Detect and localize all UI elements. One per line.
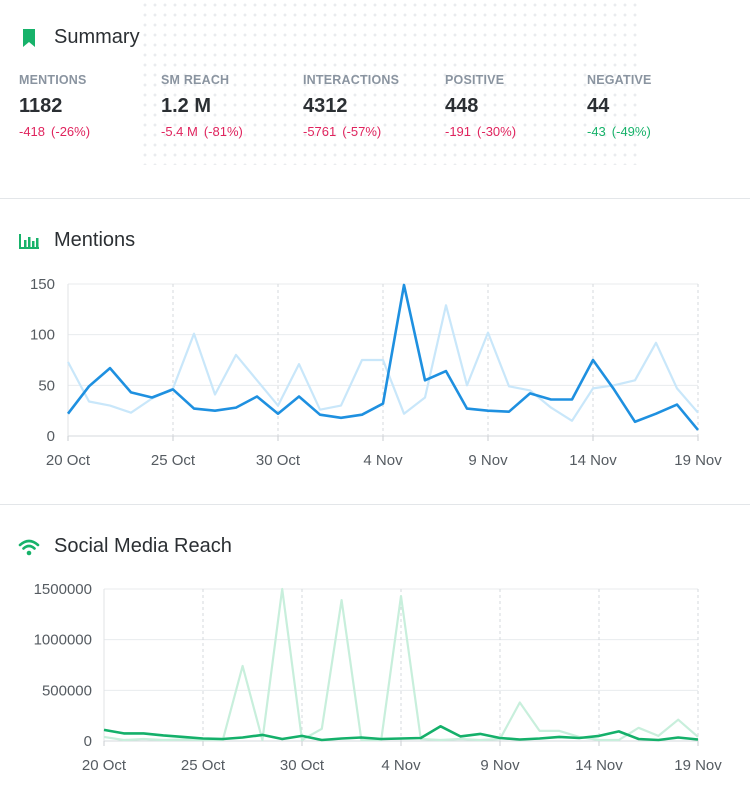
y-tick-label: 1000000 xyxy=(34,632,92,649)
series-line-current xyxy=(103,725,699,742)
metric-sm-reach[interactable]: SM REACH 1.2 M -5.4 M (-81%) xyxy=(161,73,303,139)
y-tick-label: 500000 xyxy=(42,682,92,699)
metric-value: 44 xyxy=(587,95,610,117)
metric-value: 1182 xyxy=(19,95,63,117)
x-tick-label: 25 Oct xyxy=(151,452,196,469)
x-tick-label: 20 Oct xyxy=(82,757,127,774)
metric-change: -418 (-26%) xyxy=(19,124,91,139)
world-map-background xyxy=(140,0,640,165)
summary-header: Summary xyxy=(18,26,140,49)
y-tick-label: 0 xyxy=(47,428,55,445)
mentions-chart: 0 50 100 150 20 Oct 25 Oct 30 Oct 4 Nov 9 Nov 14 … xyxy=(30,276,722,469)
divider xyxy=(0,198,750,199)
wifi-icon xyxy=(18,539,40,555)
metric-label: MENTIONS xyxy=(19,73,87,87)
series-line-current xyxy=(66,283,700,431)
y-tick-label: 150 xyxy=(30,276,55,293)
y-tick-label: 0 xyxy=(84,733,92,750)
metric-label: NEGATIVE xyxy=(587,73,652,87)
metric-value: 1.2 M xyxy=(161,95,212,117)
x-tick-label: 9 Nov xyxy=(468,452,508,469)
x-tick-label: 25 Oct xyxy=(181,757,226,774)
y-tick-label: 50 xyxy=(38,377,55,394)
series-line-previous xyxy=(103,587,699,742)
y-tick-label: 100 xyxy=(30,327,55,344)
x-tick-label: 30 Oct xyxy=(256,452,301,469)
reach-header: Social Media Reach xyxy=(18,535,232,558)
metric-label: INTERACTIONS xyxy=(303,73,400,87)
bookmark-icon xyxy=(23,28,35,47)
metric-change: -5761 (-57%) xyxy=(303,124,382,139)
x-tick-label: 9 Nov xyxy=(480,757,520,774)
summary-title: Summary xyxy=(54,26,140,48)
metric-label: POSITIVE xyxy=(445,73,505,87)
metric-label: SM REACH xyxy=(161,73,230,87)
reach-title: Social Media Reach xyxy=(54,535,232,557)
x-tick-label: 19 Nov xyxy=(674,452,722,469)
mentions-title: Mentions xyxy=(54,229,136,251)
x-tick-label: 14 Nov xyxy=(569,452,617,469)
x-tick-label: 4 Nov xyxy=(363,452,403,469)
reach-section: Social Media Reach 0 500000 1000000 1500000… xyxy=(0,505,750,805)
x-tick-label: 4 Nov xyxy=(381,757,421,774)
metric-positive[interactable]: POSITIVE 448 -191 (-30%) xyxy=(445,73,587,139)
x-tick-label: 19 Nov xyxy=(674,757,722,774)
y-tick-label: 1500000 xyxy=(34,581,92,598)
metric-change: -5.4 M (-81%) xyxy=(161,124,243,139)
metric-mentions[interactable]: MENTIONS 1182 -418 (-26%) xyxy=(19,73,161,139)
summary-section: Summary MENTIONS 1182 -418 (-26%) SM REAC… xyxy=(0,0,750,198)
x-tick-label: 30 Oct xyxy=(280,757,325,774)
metric-interactions[interactable]: INTERACTIONS 4312 -5761 (-57%) xyxy=(303,73,445,139)
bar-chart-icon xyxy=(19,233,39,249)
mentions-section: Mentions 0 50 100 150 20 Oct 25 Oct 30 Oct 4 No… xyxy=(0,199,750,504)
reach-chart: 0 500000 1000000 1500000 20 Oct 25 Oct 30 Oct 4… xyxy=(34,581,723,774)
metric-value: 4312 xyxy=(303,95,348,117)
metric-change: -191 (-30%) xyxy=(445,124,517,139)
metric-negative[interactable]: NEGATIVE 44 -43 (-49%) xyxy=(587,73,729,139)
metrics-row: MENTIONS 1182 -418 (-26%) SM REACH 1.2 M … xyxy=(19,73,729,139)
divider xyxy=(0,504,750,505)
x-tick-label: 14 Nov xyxy=(575,757,623,774)
metric-change: -43 (-49%) xyxy=(587,124,651,139)
metric-value: 448 xyxy=(445,95,479,117)
mentions-header: Mentions xyxy=(18,229,135,252)
x-tick-label: 20 Oct xyxy=(46,452,91,469)
